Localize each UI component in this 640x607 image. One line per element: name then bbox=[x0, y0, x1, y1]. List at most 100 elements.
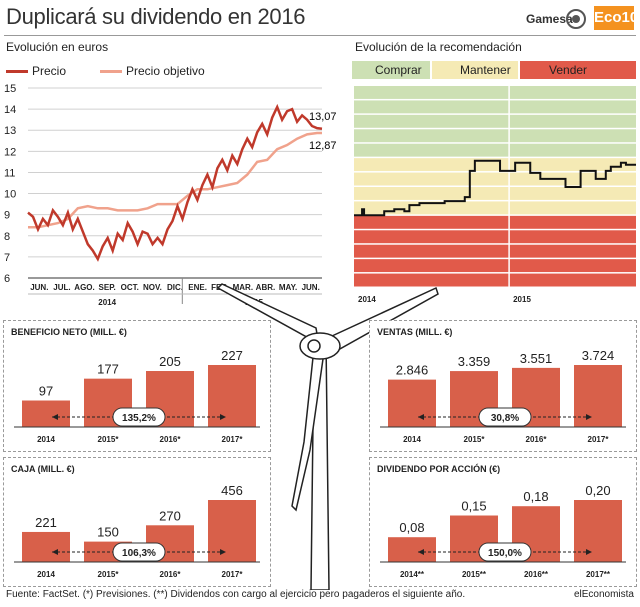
price-ytick-label: 13 bbox=[4, 125, 16, 137]
reco-band bbox=[354, 158, 636, 172]
bar-value-label: 3.359 bbox=[458, 354, 491, 369]
bar-category-label: 2016* bbox=[526, 435, 548, 444]
source-note: Fuente: FactSet. (*) Previsiones. (**) D… bbox=[6, 589, 466, 600]
growth-badge bbox=[112, 542, 166, 562]
panel-ventas: VENTAS (MILL. €) 2.846 2014 3.359 2015* 3.55… bbox=[369, 320, 637, 452]
bar-category-label: 2017** bbox=[586, 570, 611, 579]
bar bbox=[22, 531, 70, 562]
price-month-label: JUL. bbox=[53, 283, 70, 292]
bar bbox=[574, 500, 622, 562]
reco-band bbox=[354, 143, 636, 157]
price-ytick-label: 9 bbox=[4, 210, 10, 222]
bar-category-label: 2014 bbox=[37, 435, 55, 444]
reco-band bbox=[354, 215, 636, 229]
price-ytick-label: 10 bbox=[4, 189, 16, 201]
bar-chart-beneficio: 97 2014 177 2015* 205 2016* 227 2017* 135,2% bbox=[14, 348, 260, 444]
price-month-label: OCT. bbox=[121, 283, 139, 292]
price-month-label: SEP. bbox=[99, 283, 116, 292]
growth-arrow-head bbox=[52, 549, 58, 555]
bar-category-label: 2017* bbox=[222, 570, 244, 579]
price-month-label: NOV. bbox=[143, 283, 162, 292]
price-month-label: JUN. bbox=[30, 283, 48, 292]
growth-arrow-head bbox=[586, 414, 592, 420]
price-month-label: JUN. bbox=[302, 283, 320, 292]
legend-price-swatch bbox=[6, 70, 28, 73]
price-ytick-label: 15 bbox=[4, 83, 16, 95]
price-grid bbox=[28, 87, 322, 279]
panel-beneficio: BENEFICIO NETO (MILL. €) 97 2014 177 2015* 2… bbox=[3, 320, 271, 452]
bar-value-label: 177 bbox=[97, 362, 119, 377]
bar-value-label: 3.551 bbox=[520, 351, 553, 366]
price-month-label: MAR. bbox=[233, 283, 253, 292]
reco-band bbox=[354, 201, 636, 215]
bar-value-label: 221 bbox=[35, 515, 57, 530]
eco10-badge: Eco10 bbox=[594, 6, 638, 30]
bar-category-label: 2015** bbox=[462, 570, 487, 579]
bar bbox=[574, 365, 622, 427]
legend-price-label: Precio bbox=[32, 64, 67, 78]
legend-hold-swatch bbox=[432, 61, 518, 79]
reco-band bbox=[354, 187, 636, 200]
legend-sell-swatch bbox=[520, 61, 636, 79]
growth-label: 150,0% bbox=[488, 548, 522, 559]
price-month-label: ENE. bbox=[188, 283, 207, 292]
company-logo-icon bbox=[566, 9, 586, 29]
header-divider bbox=[4, 35, 636, 36]
panel-title: BENEFICIO NETO (MILL. €) bbox=[11, 327, 127, 337]
recommendation-line bbox=[354, 159, 636, 217]
reco-band bbox=[354, 230, 636, 244]
growth-arrow-head bbox=[52, 414, 58, 420]
bar-chart-dividendo: 0,08 2014** 0,15 2015** 0,18 2016** 0,20 2017**… bbox=[380, 483, 626, 579]
growth-label: 135,2% bbox=[122, 413, 156, 424]
bar-value-label: 270 bbox=[159, 508, 181, 523]
bar bbox=[388, 379, 436, 427]
bar-category-label: 2015* bbox=[98, 570, 120, 579]
target-end-label: 12,87 bbox=[309, 140, 337, 152]
growth-badge bbox=[478, 407, 532, 427]
price-month-label: MAY. bbox=[279, 283, 297, 292]
reco-bands bbox=[354, 86, 636, 288]
bar bbox=[388, 537, 436, 562]
bar bbox=[22, 400, 70, 427]
bar-category-label: 2014 bbox=[37, 570, 55, 579]
bar-category-label: 2016* bbox=[160, 435, 182, 444]
panel-title: DIVIDENDO POR ACCIÓN (€) bbox=[377, 464, 501, 474]
growth-badge bbox=[112, 407, 166, 427]
bar bbox=[208, 365, 256, 427]
bar-category-label: 2016* bbox=[160, 570, 182, 579]
legend-sell-label: Vender bbox=[549, 63, 588, 77]
price-chart: 6 7 8 9 10 11 12 13 14 15 JUN. JUL. AGO. SEP. OCT. NOV… bbox=[4, 83, 337, 307]
bar-category-label: 2014 bbox=[403, 435, 421, 444]
price-line bbox=[27, 103, 323, 262]
bar-category-label: 2015* bbox=[464, 435, 486, 444]
growth-arrow-head bbox=[586, 549, 592, 555]
legend-buy-label: Comprar bbox=[375, 63, 422, 77]
price-month-label: DIC. bbox=[167, 283, 183, 292]
bar-category-label: 2016** bbox=[524, 570, 549, 579]
bar-value-label: 150 bbox=[97, 525, 119, 540]
bar-category-label: 2015* bbox=[98, 435, 120, 444]
growth-label: 106,3% bbox=[122, 548, 156, 559]
panel-title: CAJA (MILL. €) bbox=[11, 464, 75, 474]
wind-turbine-illustration bbox=[216, 283, 439, 590]
legend-target-label: Precio objetivo bbox=[126, 64, 205, 78]
reco-band bbox=[354, 129, 636, 143]
price-end-label: 13,07 bbox=[309, 111, 337, 123]
reco-year-label: 2015 bbox=[513, 295, 531, 304]
bar-value-label: 0,18 bbox=[523, 489, 548, 504]
price-ytick-label: 7 bbox=[4, 252, 10, 264]
growth-arrow-head bbox=[220, 414, 226, 420]
panel-dividendo: DIVIDENDO POR ACCIÓN (€) 0,08 2014** 0,15 2… bbox=[369, 457, 637, 587]
signature: elEconomista bbox=[573, 589, 634, 600]
bar-chart-caja: 221 2014 150 2015* 270 2016* 456 2017* 106,3% bbox=[14, 483, 260, 579]
reco-band bbox=[354, 86, 636, 99]
legend-hold-label: Mantener bbox=[460, 63, 511, 77]
reco-band bbox=[354, 100, 636, 114]
bar-value-label: 0,08 bbox=[399, 520, 424, 535]
bar-value-label: 205 bbox=[159, 354, 181, 369]
bar-category-label: 2017* bbox=[222, 435, 244, 444]
reco-band bbox=[354, 259, 636, 273]
panel-caja: CAJA (MILL. €) 221 2014 150 2015* 270 2016* 45… bbox=[3, 457, 271, 587]
bar-value-label: 0,15 bbox=[461, 499, 486, 514]
growth-arrow-head bbox=[418, 549, 424, 555]
